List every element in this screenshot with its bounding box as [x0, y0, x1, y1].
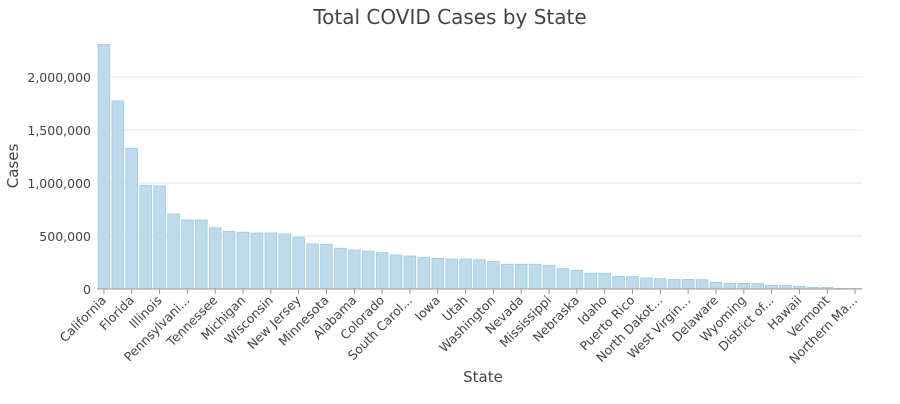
- bar: [292, 236, 305, 290]
- y-axis-label: Cases: [4, 144, 22, 189]
- y-tick-label: 1,000,000: [27, 176, 91, 191]
- bar: [779, 285, 792, 290]
- bar: [264, 232, 278, 290]
- bar: [375, 252, 389, 290]
- bar: [501, 263, 514, 290]
- y-axis: 0 500,000 1,000,000 1,500,000 2,000,000: [27, 70, 91, 297]
- bar: [709, 281, 723, 290]
- gridlines: [97, 76, 862, 237]
- x-axis: CaliforniaFloridaIllinoisPennsylvani...T…: [56, 289, 860, 367]
- bar: [431, 257, 445, 290]
- y-tick-label: 2,000,000: [27, 70, 91, 85]
- bar: [737, 282, 751, 290]
- bar: [667, 278, 681, 290]
- bar: [278, 233, 292, 290]
- bar: [723, 282, 737, 290]
- bar: [695, 279, 709, 290]
- bar: [195, 219, 208, 290]
- bar: [751, 283, 764, 290]
- bar: [208, 227, 222, 290]
- bar: [765, 284, 778, 290]
- bar: [417, 256, 431, 290]
- bar: [181, 219, 194, 290]
- bar: [361, 250, 375, 290]
- bar: [598, 272, 611, 290]
- y-tick-label: 500,000: [39, 229, 91, 244]
- bar: [111, 100, 125, 290]
- bar: [222, 230, 236, 290]
- bar: [612, 275, 625, 290]
- bar: [97, 44, 111, 290]
- bar: [542, 264, 556, 290]
- bar: [139, 184, 152, 290]
- bar: [626, 276, 639, 290]
- bar: [654, 278, 667, 290]
- bar: [640, 277, 653, 290]
- bar: [320, 243, 333, 290]
- bar: [528, 263, 542, 290]
- bar: [334, 247, 347, 290]
- chart-title: Total COVID Cases by State: [312, 5, 586, 29]
- bar: [236, 231, 250, 290]
- bar: [570, 269, 584, 290]
- bar: [514, 263, 528, 290]
- bar: [250, 232, 264, 290]
- bar: [306, 243, 319, 290]
- bar: [125, 147, 139, 290]
- bars: [97, 44, 862, 290]
- y-tick-label: 1,500,000: [27, 123, 91, 138]
- bar: [167, 213, 180, 290]
- bar: [403, 255, 417, 290]
- bar: [459, 258, 472, 290]
- bar: [389, 254, 403, 290]
- x-tick-label: Iowa: [412, 293, 443, 324]
- y-tick-label: 0: [83, 282, 91, 297]
- bar: [584, 272, 598, 290]
- bar: [445, 258, 458, 290]
- bar: [473, 259, 486, 290]
- bar: [556, 268, 570, 290]
- bar: [153, 185, 166, 290]
- bar: [348, 249, 361, 290]
- x-axis-label: State: [463, 368, 503, 386]
- bar: [487, 261, 500, 290]
- bar: [681, 278, 695, 290]
